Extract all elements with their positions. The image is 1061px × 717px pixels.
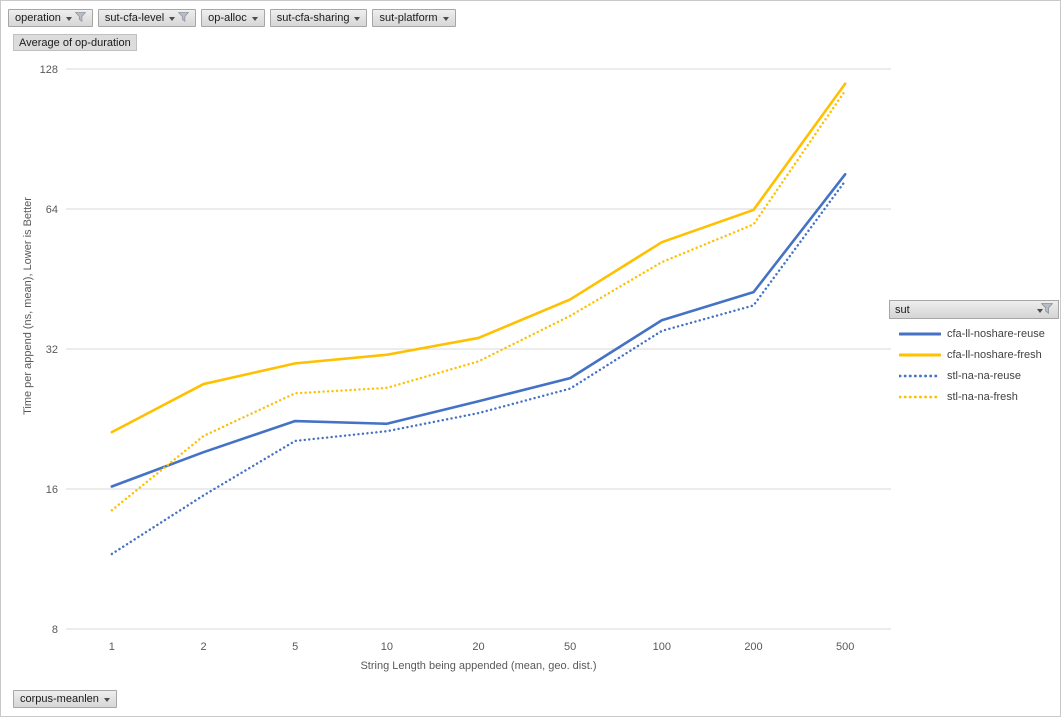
x-tick-label: 10 (381, 641, 393, 653)
legend-item-label: stl-na-na-reuse (947, 369, 1021, 382)
field-button-sut-cfa-sharing[interactable]: sut-cfa-sharing (269, 9, 368, 27)
legend-line-sample (899, 395, 941, 398)
series-line-stl-na-na-fresh (110, 89, 847, 512)
filter-funnel-icon (177, 11, 190, 25)
legend-item: stl-na-na-fresh (899, 386, 1059, 407)
dropdown-arrow-icon (354, 17, 361, 21)
dropdown-arrow-icon (169, 17, 176, 21)
value-field-label: Average of op-duration (19, 36, 131, 49)
filter-field-row: operation sut-cfa-level op-alloc sut-cfa… (8, 9, 456, 27)
legend-field-label: sut (895, 303, 910, 316)
y-tick-label: 64 (46, 204, 58, 216)
dropdown-arrow-icon (442, 17, 449, 21)
filter-funnel-icon (74, 11, 87, 25)
legend-field-button-sut[interactable]: sut (889, 300, 1059, 319)
x-tick-label: 1 (109, 641, 115, 653)
field-button-label: sut-platform (379, 12, 438, 24)
x-tick-label: 100 (653, 641, 671, 653)
legend-item: cfa-ll-noshare-fresh (899, 344, 1059, 365)
field-button-label: op-alloc (208, 12, 247, 24)
dropdown-arrow-icon (103, 698, 110, 702)
field-button-label: operation (15, 12, 61, 24)
field-button-label: corpus-meanlen (20, 693, 99, 705)
field-button-corpus-meanlen[interactable]: corpus-meanlen (13, 690, 117, 708)
field-button-sut-cfa-level[interactable]: sut-cfa-level (97, 9, 197, 27)
dropdown-arrow-icon (65, 17, 72, 21)
y-tick-label: 32 (46, 344, 58, 356)
chart-legend: sut cfa-ll-noshare-reuse cfa-ll-noshare-… (889, 300, 1059, 407)
legend-item: stl-na-na-reuse (899, 365, 1059, 386)
x-tick-label: 5 (292, 641, 298, 653)
series-line-cfa-ll-noshare-fresh (110, 82, 847, 434)
x-tick-label: 500 (836, 641, 854, 653)
series-line-stl-na-na-reuse (110, 179, 847, 556)
y-axis-title: Time per append (ns, mean), Lower is Bet… (22, 197, 34, 415)
dropdown-arrow-icon (1037, 308, 1043, 313)
x-tick-label: 20 (472, 641, 484, 653)
field-button-sut-platform[interactable]: sut-platform (372, 9, 456, 27)
x-tick-label: 50 (564, 641, 576, 653)
legend-items: cfa-ll-noshare-reuse cfa-ll-noshare-fres… (889, 323, 1059, 407)
field-button-operation[interactable]: operation (8, 9, 93, 27)
y-tick-label: 8 (52, 624, 58, 636)
legend-item-label: cfa-ll-noshare-reuse (947, 327, 1045, 340)
x-tick-label: 2 (200, 641, 206, 653)
x-tick-label: 200 (744, 641, 762, 653)
y-tick-label: 16 (46, 484, 58, 496)
field-button-label: sut-cfa-level (104, 12, 165, 24)
legend-item-label: cfa-ll-noshare-fresh (947, 348, 1042, 361)
series-line-cfa-ll-noshare-reuse (110, 172, 847, 488)
filter-funnel-icon (1040, 302, 1054, 317)
x-axis-title: String Length being appended (mean, geo.… (360, 660, 597, 672)
dropdown-arrow-icon (251, 17, 258, 21)
legend-line-sample (899, 374, 941, 377)
y-tick-label: 128 (40, 64, 58, 76)
field-button-label: sut-cfa-sharing (276, 12, 350, 24)
value-field-button[interactable]: Average of op-duration (13, 34, 137, 51)
legend-item: cfa-ll-noshare-reuse (899, 323, 1059, 344)
legend-line-sample (899, 332, 941, 335)
field-button-op-alloc[interactable]: op-alloc (201, 9, 265, 27)
legend-line-sample (899, 353, 941, 356)
legend-item-label: stl-na-na-fresh (947, 390, 1018, 403)
